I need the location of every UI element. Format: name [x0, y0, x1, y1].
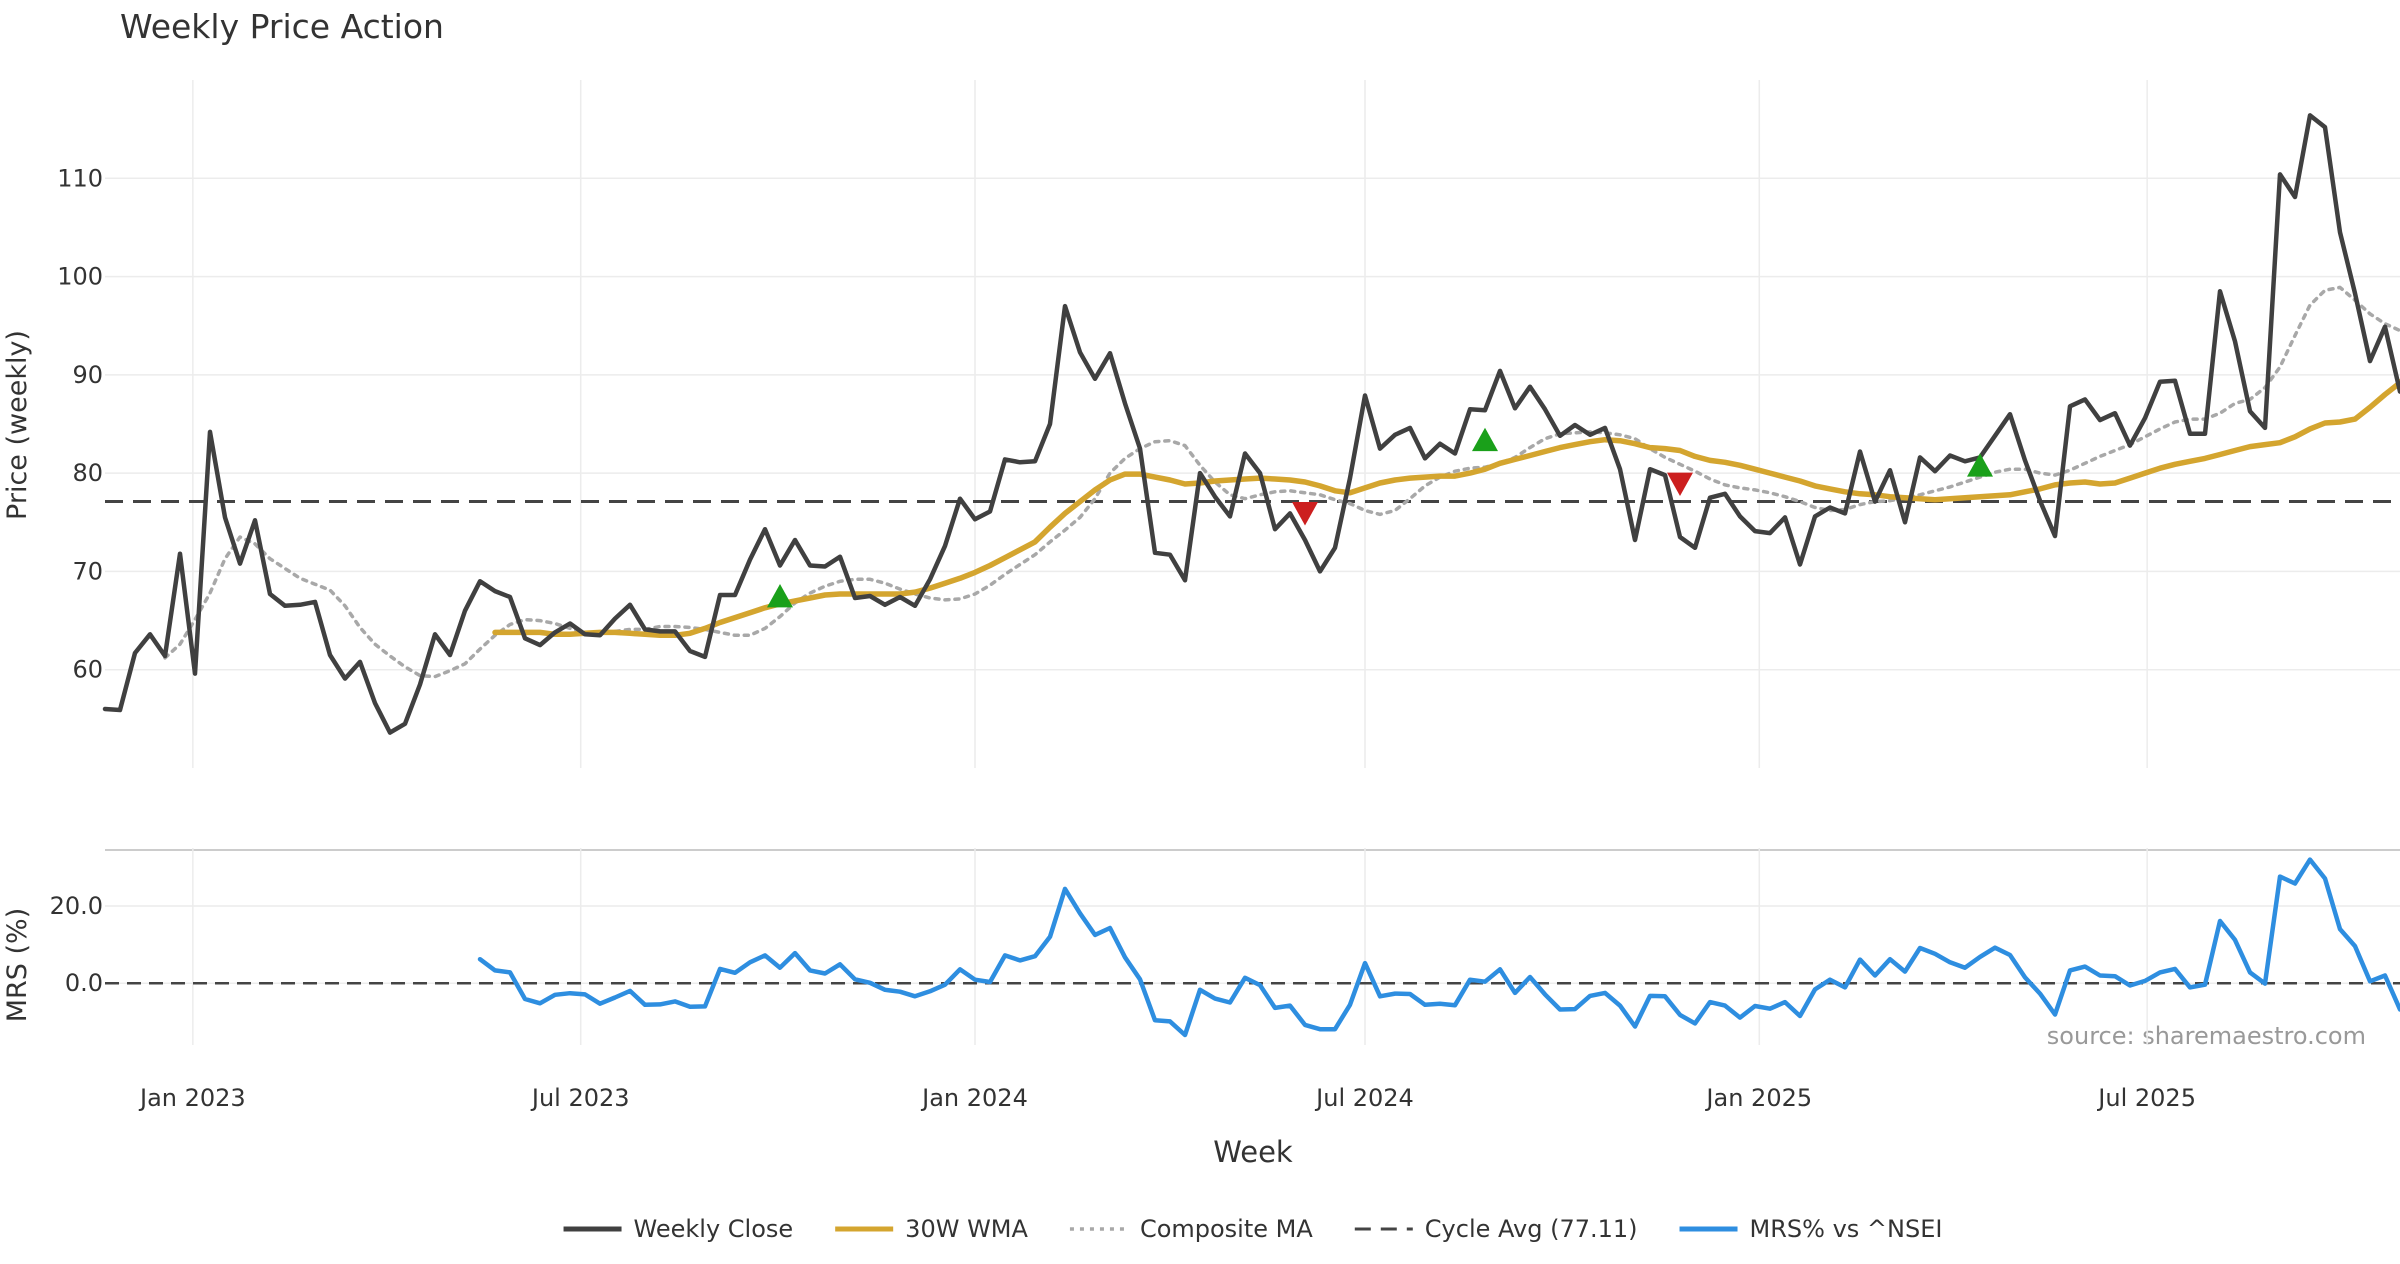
y-tick-label-mrs: 20.0 [50, 892, 103, 920]
series-layer [102, 113, 2400, 1038]
reference-lines [105, 500, 2400, 985]
y-tick-label-mrs: 0.0 [65, 969, 103, 997]
y-tick-label-price: 100 [57, 263, 103, 291]
sell-signal-marker [1292, 502, 1318, 526]
x-tick-label: Jan 2023 [138, 1084, 246, 1112]
wma-30w-line [492, 378, 2400, 639]
y-tick-label-price: 60 [72, 656, 103, 684]
legend-label: MRS% vs ^NSEI [1750, 1215, 1943, 1243]
chart-title: Weekly Price Action [120, 7, 444, 46]
buy-signal-marker [1472, 427, 1498, 452]
tick-labels: Jan 2023 Jul 2023 Jan 2024 Jul 2024 Jan 2025… [50, 164, 2196, 1112]
composite-ma-line [163, 285, 2400, 679]
buy-signal-marker [1967, 453, 1993, 477]
legend-label: Weekly Close [634, 1215, 794, 1243]
y-axis-label-price: Price (weekly) [2, 330, 33, 520]
weekly-close-line [102, 113, 2400, 735]
mrs-line [477, 857, 2400, 1038]
sell-signal-marker [1667, 472, 1693, 496]
x-tick-label: Jan 2024 [920, 1084, 1028, 1112]
x-tick-label: Jul 2024 [1314, 1084, 1414, 1112]
x-tick-label: Jul 2025 [2096, 1084, 2196, 1112]
legend-label: 30W WMA [905, 1215, 1028, 1243]
signal-markers [767, 427, 1993, 608]
y-axis-label-mrs: MRS (%) [2, 908, 33, 1023]
x-tick-label: Jan 2025 [1704, 1084, 1812, 1112]
y-tick-label-price: 80 [72, 459, 103, 487]
y-tick-label-price: 110 [57, 164, 103, 192]
x-axis-label: Week [1213, 1135, 1293, 1169]
y-tick-label-price: 70 [72, 557, 103, 585]
x-tick-label: Jul 2023 [530, 1084, 630, 1112]
legend-label: Composite MA [1140, 1215, 1313, 1243]
y-tick-label-price: 90 [72, 361, 103, 389]
buy-signal-marker [767, 583, 793, 608]
legend-label: Cycle Avg (77.11) [1425, 1215, 1638, 1243]
legend: Weekly Close 30W WMA Composite MA Cycle Avg… [563, 1215, 1943, 1243]
source-label: source: sharemaestro.com [2047, 1022, 2366, 1050]
grid-layer [105, 80, 2400, 1045]
